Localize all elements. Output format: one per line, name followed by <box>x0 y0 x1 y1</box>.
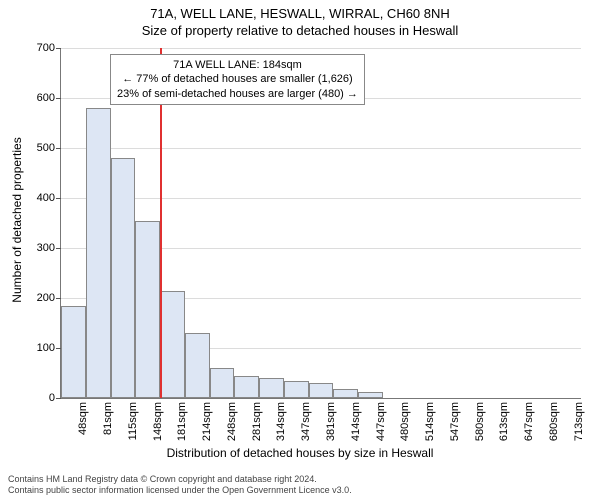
xtick-label: 181sqm <box>176 402 188 441</box>
xtick-label: 680sqm <box>548 402 560 441</box>
xtick-label: 281sqm <box>251 402 263 441</box>
gridline <box>61 198 581 199</box>
ytick-label: 100 <box>25 342 55 354</box>
xtick-label: 613sqm <box>498 402 510 441</box>
annotation-line1: 71A WELL LANE: 184sqm <box>117 58 358 72</box>
xtick-label: 414sqm <box>350 402 362 441</box>
annotation-line3: 23% of semi-detached houses are larger (… <box>117 87 358 101</box>
xtick-label: 81sqm <box>102 402 114 435</box>
xtick-label: 547sqm <box>449 402 461 441</box>
ytick-label: 400 <box>25 192 55 204</box>
ytick-mark <box>56 48 61 49</box>
ytick-mark <box>56 98 61 99</box>
gridline <box>61 48 581 49</box>
annotation-box: 71A WELL LANE: 184sqm ← 77% of detached … <box>110 54 365 105</box>
xtick-label: 248sqm <box>226 402 238 441</box>
xtick-label: 314sqm <box>275 402 287 441</box>
ytick-label: 200 <box>25 292 55 304</box>
ytick-mark <box>56 398 61 399</box>
bar <box>234 376 259 399</box>
title-subtitle: Size of property relative to detached ho… <box>0 21 600 38</box>
y-axis-label: Number of detached properties <box>10 137 24 302</box>
xtick-label: 647sqm <box>523 402 535 441</box>
bar <box>61 306 86 399</box>
xtick-label: 713sqm <box>573 402 585 441</box>
xtick-label: 480sqm <box>399 402 411 441</box>
xtick-label: 214sqm <box>201 402 213 441</box>
x-axis-label: Distribution of detached houses by size … <box>0 446 600 460</box>
footer-line2: Contains public sector information licen… <box>8 485 352 496</box>
xtick-label: 115sqm <box>127 402 139 440</box>
xtick-label: 580sqm <box>474 402 486 441</box>
xtick-label: 48sqm <box>77 402 89 435</box>
ytick-mark <box>56 198 61 199</box>
bar <box>284 381 309 399</box>
ytick-label: 700 <box>25 42 55 54</box>
xtick-label: 148sqm <box>152 402 164 441</box>
chart-container: 71A, WELL LANE, HESWALL, WIRRAL, CH60 8N… <box>0 0 600 500</box>
ytick-mark <box>56 298 61 299</box>
bar <box>86 108 111 398</box>
xtick-label: 381sqm <box>325 402 337 441</box>
bar <box>135 221 160 399</box>
ytick-label: 0 <box>25 392 55 404</box>
bar <box>185 333 210 398</box>
title-address: 71A, WELL LANE, HESWALL, WIRRAL, CH60 8N… <box>0 0 600 21</box>
bar <box>111 158 136 398</box>
ytick-label: 300 <box>25 242 55 254</box>
footer-line1: Contains HM Land Registry data © Crown c… <box>8 474 352 485</box>
xtick-label: 514sqm <box>424 402 436 441</box>
chart-area: 010020030040050060070048sqm81sqm115sqm14… <box>60 48 580 398</box>
xtick-label: 447sqm <box>375 402 387 441</box>
xtick-label: 347sqm <box>300 402 312 441</box>
bar <box>160 291 185 399</box>
gridline <box>61 148 581 149</box>
footer: Contains HM Land Registry data © Crown c… <box>8 474 352 496</box>
ytick-mark <box>56 248 61 249</box>
bar <box>309 383 334 398</box>
annotation-line2: ← 77% of detached houses are smaller (1,… <box>117 72 358 86</box>
bar <box>333 389 358 398</box>
ytick-mark <box>56 148 61 149</box>
ytick-label: 600 <box>25 92 55 104</box>
bar <box>259 378 284 398</box>
bar <box>210 368 235 398</box>
ytick-label: 500 <box>25 142 55 154</box>
bar <box>358 392 383 398</box>
